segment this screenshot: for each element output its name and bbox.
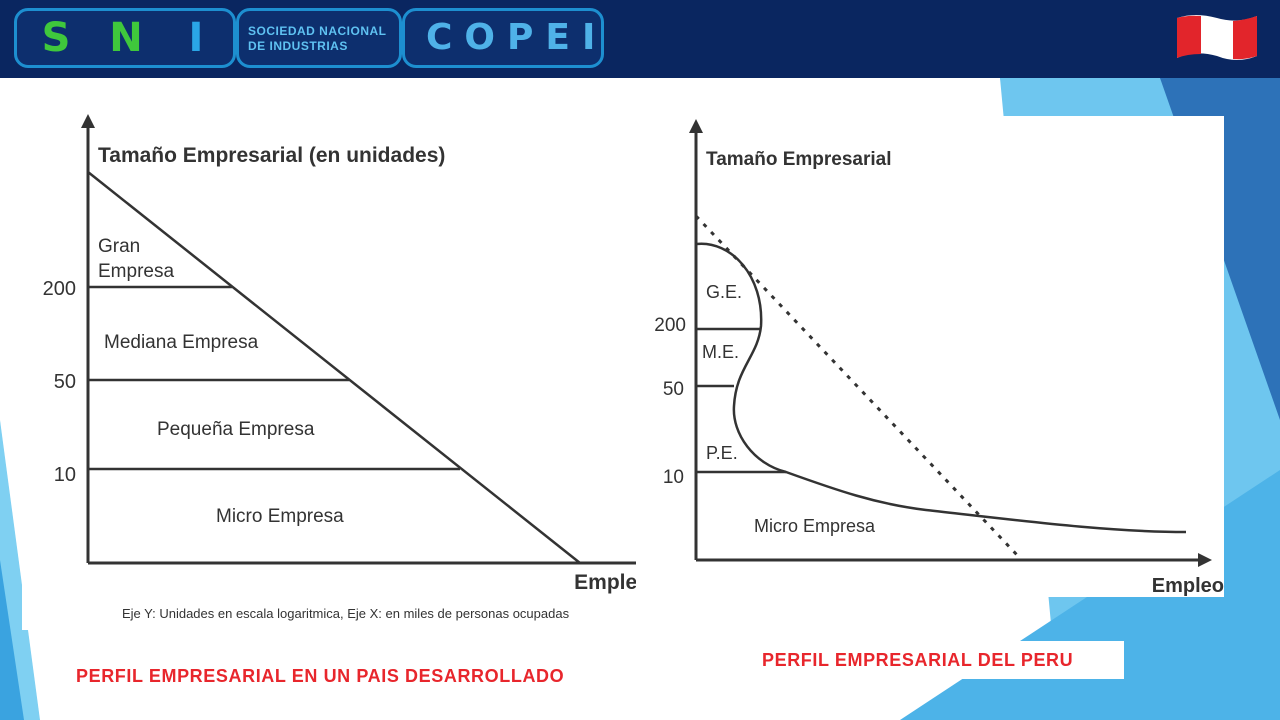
peru-flag-icon: [1177, 15, 1257, 60]
peru-profile-curve: [695, 242, 1187, 534]
copei-logo-box: [402, 8, 604, 68]
x-axis-title: Empleo: [1152, 575, 1224, 597]
tick-label-10: 10: [54, 464, 76, 486]
developed-country-diagram: Tamaño Empresarial (en unidades) 200 50 …: [22, 110, 662, 630]
y-axis-title: Tamaño Empresarial (en unidades): [98, 144, 445, 167]
region-pe: P.E.: [706, 443, 738, 463]
tick-label-50: 50: [663, 379, 684, 400]
peru-diagram: Tamaño Empresarial 200 50 10 G.E. M.E. P…: [636, 116, 1224, 597]
y-axis-arrow: [81, 114, 95, 128]
logo-copei-text: COPEI: [426, 17, 608, 58]
diagonal-boundary: [87, 171, 581, 564]
tick-label-200: 200: [43, 278, 76, 300]
logo-org-line1: SOCIEDAD NACIONAL: [248, 24, 387, 38]
tick-label-10: 10: [663, 467, 684, 488]
region-micro: Micro Empresa: [216, 506, 344, 527]
y-axis-title: Tamaño Empresarial: [706, 149, 892, 170]
region-ge: G.E.: [706, 282, 742, 302]
sni-logo-box: [14, 8, 236, 68]
caption-developed-country: PERFIL EMPRESARIAL EN UN PAIS DESARROLLA…: [76, 666, 565, 687]
x-axis-arrow: [1198, 553, 1212, 567]
caption-peru: PERFIL EMPRESARIAL DEL PERU: [752, 641, 1124, 679]
footnote: Eje Y: Unidades en escala logaritmica, E…: [122, 606, 570, 621]
org-name-box: [236, 8, 402, 68]
logo-letter-n: N: [109, 15, 143, 61]
region-mediana: Mediana Empresa: [104, 332, 259, 353]
region-gran-line2: Empresa: [98, 261, 174, 282]
region-gran-line1: Gran: [98, 236, 140, 257]
tick-label-50: 50: [54, 371, 76, 393]
region-me: M.E.: [702, 342, 739, 362]
tick-label-200: 200: [654, 315, 686, 336]
logo-org-line2: DE INDUSTRIAS: [248, 39, 348, 53]
y-axis-arrow: [689, 119, 703, 133]
logo-letter-i: I: [188, 15, 204, 61]
logo-letter-s: S: [41, 15, 71, 61]
x-axis-title: Empleo: [574, 571, 650, 594]
region-pequena: Pequeña Empresa: [157, 419, 315, 440]
region-micro: Micro Empresa: [754, 516, 876, 536]
